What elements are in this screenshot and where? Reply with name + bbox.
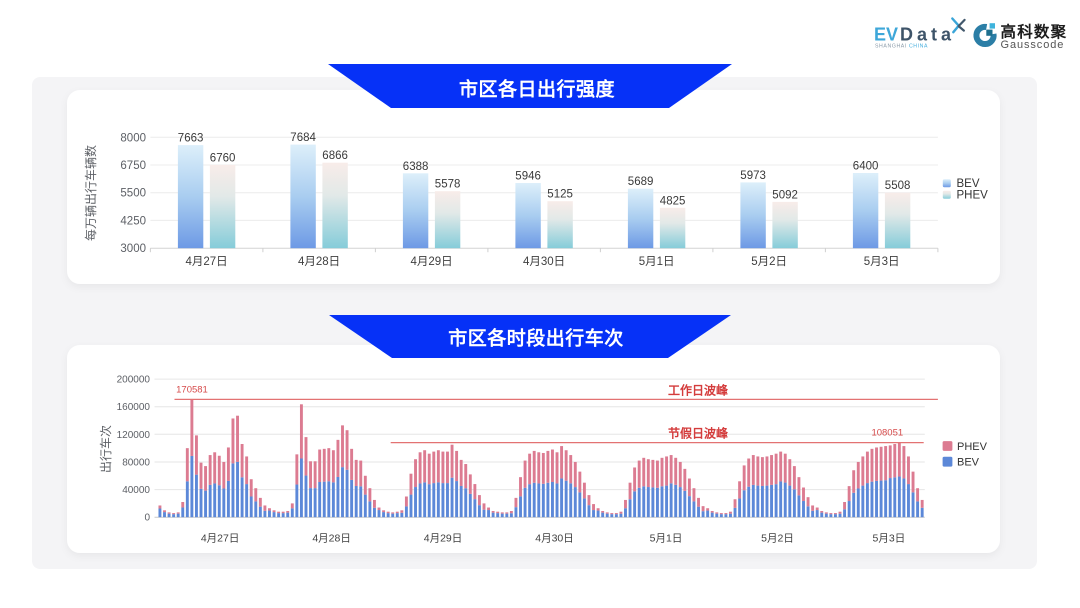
svg-text:200000: 200000	[117, 375, 151, 386]
svg-text:PHEV: PHEV	[957, 441, 988, 453]
svg-text:4825: 4825	[660, 195, 686, 207]
svg-text:市区各时段出行车次: 市区各时段出行车次	[448, 327, 624, 350]
svg-text:170581: 170581	[176, 384, 208, 395]
svg-text:Data: Data	[900, 25, 955, 45]
svg-text:0: 0	[144, 513, 150, 524]
svg-text:5578: 5578	[435, 179, 461, 191]
svg-text:5125: 5125	[547, 189, 573, 201]
svg-text:5月1日: 5月1日	[650, 533, 683, 545]
svg-text:160000: 160000	[117, 402, 151, 413]
svg-text:80000: 80000	[122, 458, 150, 469]
svg-text:6866: 6866	[322, 150, 348, 162]
svg-text:SHANGHAI CHINA: SHANGHAI CHINA	[875, 44, 928, 50]
svg-text:5月1日: 5月1日	[639, 256, 675, 268]
svg-text:BEV: BEV	[957, 457, 980, 469]
svg-text:6760: 6760	[210, 153, 236, 165]
svg-text:高科数聚: 高科数聚	[1001, 22, 1068, 41]
svg-text:5月2日: 5月2日	[761, 533, 794, 545]
svg-text:4月28日: 4月28日	[298, 256, 340, 268]
svg-text:5月3日: 5月3日	[873, 533, 906, 545]
svg-text:4月29日: 4月29日	[411, 256, 453, 268]
svg-text:8000: 8000	[120, 132, 146, 144]
svg-text:5689: 5689	[628, 176, 654, 188]
svg-text:6388: 6388	[403, 161, 429, 173]
svg-text:EV: EV	[874, 25, 898, 45]
svg-text:5月2日: 5月2日	[751, 256, 787, 268]
svg-text:6750: 6750	[120, 160, 146, 172]
svg-text:5946: 5946	[515, 171, 541, 183]
svg-text:5973: 5973	[740, 170, 766, 182]
svg-text:40000: 40000	[122, 485, 150, 496]
svg-text:4月28日: 4月28日	[312, 533, 351, 545]
svg-text:4250: 4250	[120, 215, 146, 227]
svg-text:4月27日: 4月27日	[186, 256, 228, 268]
svg-text:7663: 7663	[178, 133, 204, 145]
svg-text:120000: 120000	[117, 430, 151, 441]
svg-text:Gausscode: Gausscode	[1001, 39, 1065, 51]
svg-text:6400: 6400	[853, 161, 879, 173]
svg-text:5月3日: 5月3日	[864, 256, 900, 268]
svg-text:7684: 7684	[290, 132, 316, 144]
svg-text:4月30日: 4月30日	[523, 256, 565, 268]
svg-text:BEV: BEV	[957, 178, 980, 190]
svg-text:出行车次: 出行车次	[98, 425, 113, 473]
svg-text:PHEV: PHEV	[957, 189, 989, 201]
svg-text:3000: 3000	[120, 243, 146, 255]
svg-text:108051: 108051	[871, 428, 903, 439]
svg-text:4月29日: 4月29日	[424, 533, 463, 545]
svg-text:市区各日出行强度: 市区各日出行强度	[459, 78, 616, 101]
svg-text:节假日波峰: 节假日波峰	[668, 426, 729, 441]
svg-text:每万辆出行车辆数: 每万辆出行车辆数	[83, 145, 98, 241]
svg-text:工作日波峰: 工作日波峰	[668, 382, 729, 397]
svg-text:4月30日: 4月30日	[535, 533, 574, 545]
svg-text:4月27日: 4月27日	[201, 533, 240, 545]
svg-text:5092: 5092	[772, 189, 798, 201]
svg-text:5500: 5500	[120, 188, 146, 200]
svg-text:5508: 5508	[885, 180, 911, 192]
